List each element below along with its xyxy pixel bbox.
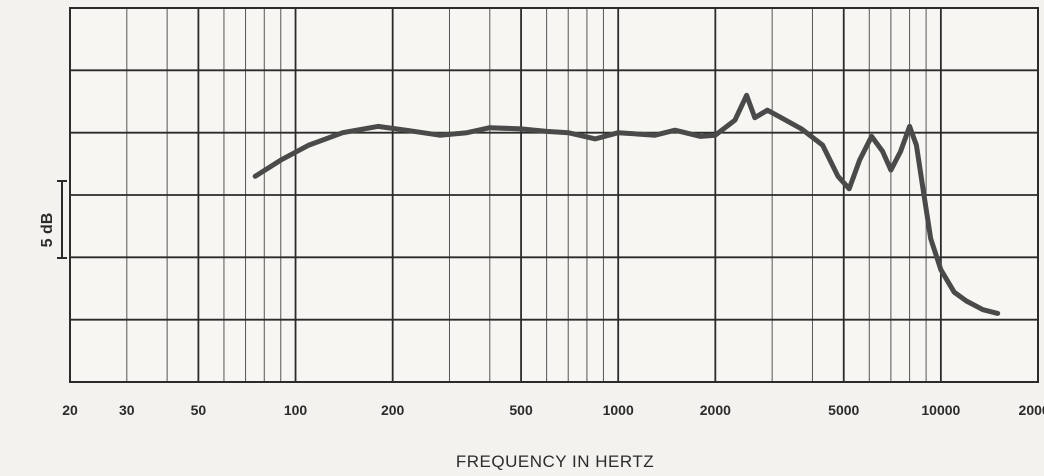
scale-bar-label: 5 dB (39, 213, 56, 248)
x-tick-label: 30 (119, 402, 135, 418)
series-line (252, 92, 1001, 316)
x-tick-label: 1000 (603, 402, 634, 418)
x-tick-labels: 20 30 50 100 200 500 1000 2000 5000 10000 20000 (62, 402, 1044, 418)
x-axis-title: FREQUENCY IN HERTZ (456, 452, 654, 471)
x-tick-label: 5000 (828, 402, 859, 418)
x-tick-label: 500 (509, 402, 533, 418)
x-tick-label: 20000 (1019, 402, 1044, 418)
x-tick-label: 200 (381, 402, 405, 418)
x-tick-label: 50 (191, 402, 207, 418)
x-tick-label: 2000 (700, 402, 731, 418)
plot-frame (69, 7, 1039, 383)
x-tick-label: 100 (284, 402, 308, 418)
x-tick-label: 10000 (921, 402, 960, 418)
x-tick-label: 20 (62, 402, 78, 418)
scale-bar: 5 dB (39, 180, 67, 259)
